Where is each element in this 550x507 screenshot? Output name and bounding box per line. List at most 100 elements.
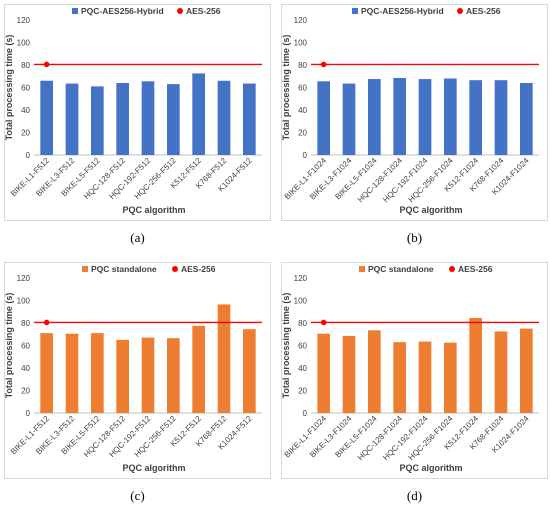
- bar: [317, 81, 330, 155]
- y-tick-label: 40: [298, 364, 307, 373]
- bar: [368, 79, 381, 155]
- bar: [141, 337, 155, 413]
- bar: [444, 342, 457, 413]
- bar: [418, 341, 432, 413]
- y-tick-label: 80: [298, 61, 307, 70]
- x-axis-title: PQC algorithm: [122, 205, 185, 215]
- y-tick-label: 60: [298, 342, 307, 351]
- y-tick-label: 60: [21, 84, 30, 93]
- bar: [393, 77, 406, 155]
- y-tick-label: 20: [298, 387, 307, 396]
- bar: [116, 339, 129, 413]
- legend-swatch-aes-256: [177, 8, 183, 14]
- y-axis-title: Total processing time (s): [281, 293, 291, 399]
- y-tick-label: 120: [294, 16, 308, 25]
- y-tick-label: 40: [21, 106, 30, 115]
- aes-256-marker: [320, 319, 327, 326]
- bar: [167, 338, 180, 413]
- x-axis-title: PQC algorithm: [122, 463, 185, 473]
- panel-b: 020406080100120BIKE-L1-F1024BIKE-L3-F102…: [281, 4, 548, 245]
- legend-label-aes-256: AES-256: [466, 6, 501, 16]
- legend-swatch-aes-256: [457, 8, 463, 14]
- bar: [520, 83, 533, 155]
- y-tick-label: 60: [298, 84, 307, 93]
- bar: [393, 342, 406, 413]
- legend-label-bar: PQC standalone: [91, 264, 157, 274]
- panel-caption: (c): [130, 488, 144, 503]
- y-tick-label: 0: [26, 151, 31, 160]
- bar: [243, 329, 256, 413]
- bar: [167, 84, 180, 155]
- y-tick-label: 40: [21, 364, 30, 373]
- panel-caption: (b): [407, 230, 422, 245]
- y-tick-label: 120: [17, 274, 31, 283]
- bar: [217, 80, 231, 155]
- aes-256-marker: [320, 61, 327, 68]
- legend-label-aes-256: AES-256: [186, 6, 221, 16]
- legend-swatch-bar: [72, 8, 78, 14]
- y-tick-label: 100: [294, 39, 308, 48]
- y-tick-label: 100: [294, 297, 308, 306]
- y-tick-label: 80: [21, 61, 30, 70]
- legend-label-bar: PQC-AES256-Hybrid: [81, 6, 164, 16]
- bar: [494, 80, 508, 155]
- y-axis-title: Total processing time (s): [4, 35, 14, 141]
- x-axis-title: PQC algorithm: [399, 205, 462, 215]
- y-tick-label: 0: [303, 151, 308, 160]
- y-tick-label: 100: [17, 297, 31, 306]
- panel-c: 020406080100120BIKE-L1-F512BIKE-L3-F512B…: [4, 262, 271, 503]
- panel-a: 020406080100120BIKE-L1-F512BIKE-L3-F512B…: [4, 4, 271, 245]
- bar: [444, 78, 457, 155]
- bar: [469, 80, 482, 155]
- bar: [469, 317, 482, 413]
- legend-label-bar: PQC-AES256-Hybrid: [361, 6, 444, 16]
- bar: [418, 79, 432, 155]
- bar: [368, 330, 381, 413]
- y-tick-label: 20: [21, 129, 30, 138]
- legend-label-aes-256: AES-256: [181, 264, 216, 274]
- aes-256-marker: [43, 319, 50, 326]
- legend-label-aes-256: AES-256: [458, 264, 493, 274]
- bar: [116, 83, 129, 155]
- bar: [141, 81, 155, 155]
- y-tick-label: 0: [26, 409, 31, 418]
- bar: [342, 83, 356, 155]
- y-tick-label: 80: [21, 319, 30, 328]
- bar: [243, 83, 256, 155]
- legend-label-bar: PQC standalone: [368, 264, 434, 274]
- panel-caption: (d): [407, 488, 422, 503]
- y-tick-label: 100: [17, 39, 31, 48]
- bar: [217, 304, 231, 413]
- bar: [342, 335, 356, 413]
- y-tick-label: 20: [298, 129, 307, 138]
- bar: [192, 73, 205, 155]
- bar: [494, 331, 508, 413]
- bar: [40, 333, 53, 413]
- y-axis-title: Total processing time (s): [281, 35, 291, 141]
- bar: [520, 328, 533, 413]
- bar: [65, 333, 79, 413]
- bar: [192, 325, 205, 413]
- y-tick-label: 80: [298, 319, 307, 328]
- y-axis-title: Total processing time (s): [4, 293, 14, 399]
- panel-d: 020406080100120BIKE-L1-F1024BIKE-L3-F102…: [281, 262, 548, 503]
- bar: [91, 86, 104, 155]
- y-tick-label: 20: [21, 387, 30, 396]
- legend-swatch-bar: [352, 8, 358, 14]
- legend-swatch-bar: [82, 266, 88, 272]
- bar: [91, 333, 104, 413]
- y-tick-label: 120: [294, 274, 308, 283]
- y-tick-label: 0: [303, 409, 308, 418]
- x-axis-title: PQC algorithm: [399, 463, 462, 473]
- y-tick-label: 40: [298, 106, 307, 115]
- bar: [40, 80, 53, 155]
- panel-caption: (a): [130, 230, 144, 245]
- y-tick-label: 120: [17, 16, 31, 25]
- legend-swatch-aes-256: [449, 266, 455, 272]
- legend-swatch-aes-256: [172, 266, 178, 272]
- aes-256-marker: [43, 61, 50, 68]
- bar: [65, 83, 79, 155]
- bar: [317, 333, 330, 413]
- y-tick-label: 60: [21, 342, 30, 351]
